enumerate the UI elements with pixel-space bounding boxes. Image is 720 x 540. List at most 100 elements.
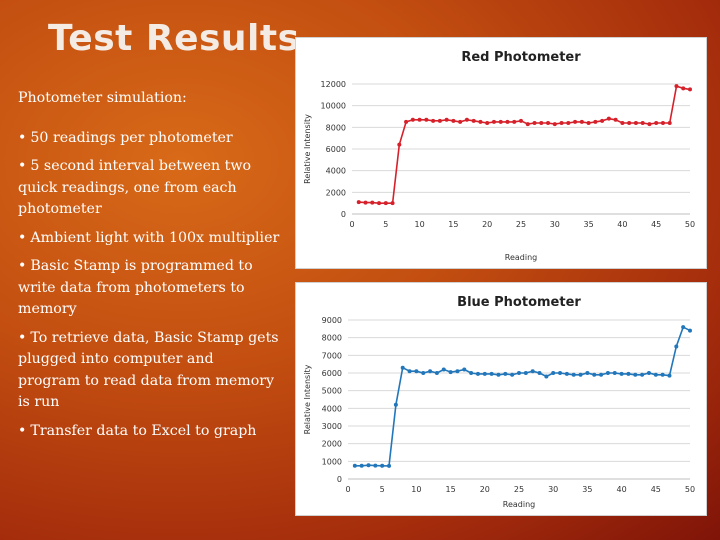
blue-x-tick-label: 35 <box>582 485 592 494</box>
red-data-point <box>654 121 659 125</box>
blue-x-tick-label: 0 <box>345 485 350 494</box>
blue-data-point <box>660 372 665 377</box>
blue-y-axis-label: Relative Intensity <box>303 364 312 434</box>
blue-series-line <box>354 325 691 467</box>
red-data-point <box>688 87 692 92</box>
blue-data-point <box>523 371 528 375</box>
blue-data-point <box>592 372 597 377</box>
blue-data-point <box>517 371 521 375</box>
red-data-point <box>417 117 422 122</box>
blue-photometer-chart: Blue Photometer 0 1000 2000 3000 4000 5000 6000… <box>295 282 707 516</box>
bullet-symbol: • <box>18 329 27 346</box>
blue-x-axis-label: Reading <box>503 500 535 509</box>
blue-data-point <box>612 371 617 375</box>
red-data-point <box>647 122 652 127</box>
red-data-point <box>640 121 645 125</box>
red-chart-title: Red Photometer <box>461 50 581 65</box>
bullet-symbol: • <box>18 422 27 439</box>
blue-x-tick-label: 50 <box>685 485 695 494</box>
red-data-point <box>498 119 503 124</box>
blue-data-point <box>414 369 419 374</box>
blue-data-point <box>551 371 556 375</box>
blue-chart-title: Blue Photometer <box>457 295 581 310</box>
blue-data-point <box>558 371 563 375</box>
blue-data-point <box>469 371 474 375</box>
blue-data-point <box>359 463 364 468</box>
blue-y-tick-label: 5000 <box>322 387 342 396</box>
red-x-tick-label: 5 <box>383 220 388 229</box>
blue-data-point <box>619 371 624 376</box>
red-data-point <box>559 121 564 125</box>
bullet-item: • Basic Stamp is programmed to write data… <box>18 256 280 321</box>
blue-data-point <box>510 372 515 377</box>
blue-data-point <box>626 371 631 376</box>
red-x-axis-label: Reading <box>505 253 537 262</box>
bullet-list: • 50 readings per photometer • 5 second in… <box>18 128 280 443</box>
red-data-point <box>593 119 598 124</box>
red-data-point <box>410 117 415 122</box>
blue-data-point <box>681 325 686 330</box>
blue-data-point <box>674 344 679 349</box>
blue-data-point <box>605 371 610 375</box>
blue-data-point <box>407 369 412 374</box>
red-y-tick-label: 4000 <box>326 167 346 176</box>
blue-data-point <box>537 371 542 375</box>
red-data-point <box>377 201 382 206</box>
blue-y-tick-label: 8000 <box>322 334 342 343</box>
blue-x-tick-label: 5 <box>380 485 385 494</box>
blue-data-point <box>448 370 453 375</box>
red-data-point <box>485 121 490 125</box>
bullet-item: • 5 second interval between two quick rea… <box>18 156 280 221</box>
red-data-point <box>627 121 632 125</box>
blue-data-point <box>352 463 357 468</box>
red-x-tick-label: 35 <box>584 220 594 229</box>
red-data-point <box>370 200 375 205</box>
red-data-point <box>566 121 571 125</box>
red-data-point <box>633 121 638 125</box>
red-data-point <box>451 118 456 123</box>
bullet-symbol: • <box>18 158 27 174</box>
blue-y-tick-label: 6000 <box>322 369 342 378</box>
red-data-point <box>532 121 537 125</box>
blue-data-point <box>640 372 645 377</box>
blue-data-point <box>393 402 398 407</box>
red-data-point <box>512 119 517 124</box>
blue-x-tick-label: 10 <box>411 485 421 494</box>
bullet-item: • To retrieve data, Basic Stamp gets plug… <box>18 328 280 414</box>
red-data-point <box>390 201 395 206</box>
blue-data-point <box>373 463 378 468</box>
blue-y-tick-label: 2000 <box>322 440 342 449</box>
red-x-tick-label: 0 <box>349 220 354 229</box>
blue-x-tick-label: 30 <box>548 485 558 494</box>
blue-data-point <box>489 371 494 376</box>
blue-y-tick-label: 1000 <box>322 457 342 466</box>
red-data-point <box>681 86 686 91</box>
bullet-text: 5 second interval between two quick read… <box>18 158 252 217</box>
red-x-tick-label: 30 <box>550 220 560 229</box>
blue-y-tick-label: 9000 <box>322 316 342 325</box>
blue-data-point <box>434 371 439 375</box>
red-data-point <box>573 119 578 124</box>
red-data-point <box>606 116 611 121</box>
blue-data-point <box>387 463 392 468</box>
red-x-tick-label: 10 <box>415 220 425 229</box>
red-data-point <box>586 121 591 125</box>
blue-data-point <box>544 374 549 379</box>
blue-photometer-chart-svg: Blue Photometer 0 1000 2000 3000 4000 5000 6000… <box>303 295 695 509</box>
red-data-point <box>525 122 530 127</box>
red-x-tick-label: 20 <box>482 220 492 229</box>
red-data-point <box>579 119 584 124</box>
blue-data-point <box>366 463 371 468</box>
blue-data-point <box>380 463 385 468</box>
blue-data-point <box>455 369 460 374</box>
red-x-tick-label: 25 <box>516 220 526 229</box>
blue-x-tick-label: 20 <box>480 485 490 494</box>
red-data-point <box>505 119 510 124</box>
red-x-tick-label: 40 <box>617 220 627 229</box>
blue-data-point <box>428 369 433 374</box>
blue-data-point <box>462 367 467 372</box>
red-photometer-chart-svg: Red Photometer 0 2000 4000 6000 8000 10000 1200… <box>303 50 695 262</box>
intro-text: Photometer simulation: <box>18 90 187 106</box>
bullet-item: • Transfer data to Excel to graph <box>18 421 280 443</box>
blue-data-point <box>633 372 638 377</box>
